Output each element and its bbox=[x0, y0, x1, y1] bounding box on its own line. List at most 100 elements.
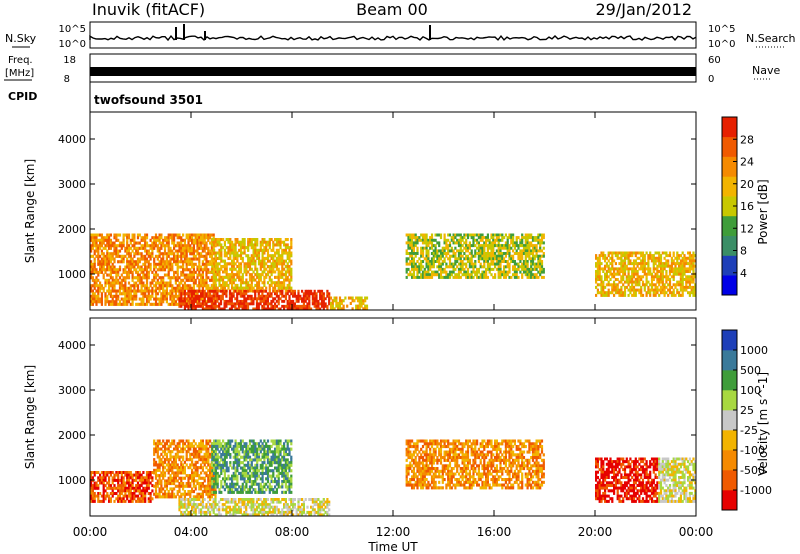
power-echo-cell bbox=[600, 285, 603, 289]
power-echo-cell bbox=[542, 254, 545, 258]
power-echo-cell bbox=[279, 259, 282, 263]
power-echo-cell bbox=[283, 259, 286, 263]
power-echo-cell bbox=[236, 240, 239, 244]
power-echo-cell bbox=[688, 267, 691, 271]
power-echo-cell bbox=[160, 302, 163, 306]
power-echo-cell bbox=[421, 254, 425, 258]
power-echo-cell bbox=[136, 236, 140, 240]
power-echo-cell bbox=[290, 251, 293, 255]
power-echo-cell bbox=[595, 275, 598, 279]
power-echo-cell bbox=[427, 262, 430, 266]
power-echo-cell bbox=[274, 262, 277, 266]
power-echo-cell bbox=[95, 254, 98, 258]
power-echo-cell bbox=[200, 233, 203, 237]
velocity-echo-cell bbox=[207, 442, 210, 446]
power-echo-cell bbox=[154, 300, 158, 304]
power-echo-cell bbox=[412, 260, 415, 263]
velocity-echo-cell bbox=[185, 492, 188, 496]
power-echo-cell bbox=[117, 278, 120, 282]
power-echo-cell bbox=[122, 284, 125, 288]
power-echo-cell bbox=[192, 284, 195, 288]
power-echo-cell bbox=[668, 254, 672, 258]
power-echo-cell bbox=[486, 262, 489, 266]
power-echo-cell bbox=[106, 257, 109, 261]
power-echo-cell bbox=[129, 286, 132, 290]
power-echo-cell bbox=[335, 301, 338, 305]
power-echo-cell bbox=[239, 246, 243, 250]
power-echo-cell bbox=[115, 278, 118, 282]
power-echo-cell bbox=[93, 297, 96, 301]
power-echo-cell bbox=[479, 275, 482, 279]
power-echo-cell bbox=[685, 275, 688, 279]
power-echo-cell bbox=[104, 254, 107, 258]
power-echo-cell bbox=[216, 243, 219, 247]
power-echo-cell bbox=[412, 262, 415, 266]
power-echo-cell bbox=[537, 270, 540, 274]
power-echo-cell bbox=[231, 281, 234, 285]
power-echo-cell bbox=[212, 304, 215, 308]
power-echo-cell bbox=[167, 233, 170, 237]
velocity-echo-cell bbox=[209, 455, 212, 459]
power-echo-cell bbox=[423, 238, 426, 242]
power-echo-cell bbox=[515, 238, 518, 242]
power-echo-cell bbox=[631, 270, 634, 273]
velocity-echo-cell bbox=[120, 473, 123, 477]
power-echo-cell bbox=[201, 289, 204, 293]
power-echo-cell bbox=[504, 260, 507, 263]
power-echo-cell bbox=[138, 289, 141, 293]
power-echo-cell bbox=[450, 249, 453, 253]
power-echo-cell bbox=[250, 267, 253, 271]
power-echo-cell bbox=[517, 252, 520, 255]
velocity-echo-cell bbox=[154, 476, 158, 480]
power-echo-cell bbox=[234, 302, 237, 306]
power-echo-cell bbox=[198, 299, 201, 303]
power-echo-cell bbox=[165, 284, 168, 288]
power-echo-cell bbox=[227, 278, 230, 282]
power-echo-cell bbox=[163, 262, 167, 266]
power-echo-cell bbox=[609, 251, 612, 255]
velocity-echo-region bbox=[153, 439, 217, 499]
velocity-echo-cell bbox=[158, 460, 161, 464]
power-ylabel: Slant Range [km] bbox=[23, 159, 37, 263]
power-echo-cell bbox=[650, 259, 654, 263]
power-echo-cell bbox=[236, 302, 239, 306]
power-echo-cell bbox=[239, 281, 243, 285]
power-echo-cell bbox=[176, 289, 179, 293]
power-echo-cell bbox=[620, 254, 623, 258]
colorbar-tick-label: 20 bbox=[740, 178, 754, 191]
power-echo-cell bbox=[292, 299, 295, 303]
power-echo-cell bbox=[674, 270, 677, 273]
power-echo-cell bbox=[138, 268, 141, 272]
power-echo-cell bbox=[104, 244, 107, 248]
power-echo-cell bbox=[127, 260, 131, 264]
power-echo-cell bbox=[245, 297, 248, 301]
velocity-echo-cell bbox=[191, 474, 194, 478]
power-echo-cell bbox=[118, 233, 122, 237]
power-echo-cell bbox=[133, 241, 136, 245]
power-echo-cell bbox=[149, 244, 152, 248]
power-echo-cell bbox=[248, 289, 252, 293]
y-tick-label: 3000 bbox=[58, 178, 86, 191]
power-echo-cell bbox=[227, 275, 230, 279]
power-echo-cell bbox=[429, 262, 432, 266]
power-echo-cell bbox=[425, 246, 428, 250]
power-echo-cell bbox=[304, 294, 307, 298]
velocity-echo-cell bbox=[163, 490, 167, 494]
power-echo-cell bbox=[270, 302, 273, 306]
power-echo-cell bbox=[126, 246, 129, 250]
power-echo-cell bbox=[497, 265, 500, 269]
power-echo-cell bbox=[447, 244, 450, 248]
power-echo-cell bbox=[436, 233, 439, 237]
power-echo-cell bbox=[196, 302, 199, 306]
power-echo-cell bbox=[180, 238, 183, 242]
power-echo-cell bbox=[524, 244, 527, 248]
power-echo-cell bbox=[133, 297, 136, 301]
power-echo-cell bbox=[207, 297, 210, 301]
velocity-echo-cell bbox=[201, 476, 204, 480]
power-echo-cell bbox=[261, 248, 264, 252]
power-echo-cell bbox=[144, 233, 147, 237]
power-echo-cell bbox=[167, 281, 170, 285]
velocity-echo-cell bbox=[163, 444, 167, 448]
velocity-echo-cell bbox=[115, 478, 118, 482]
velocity-echo-cell bbox=[124, 489, 127, 493]
